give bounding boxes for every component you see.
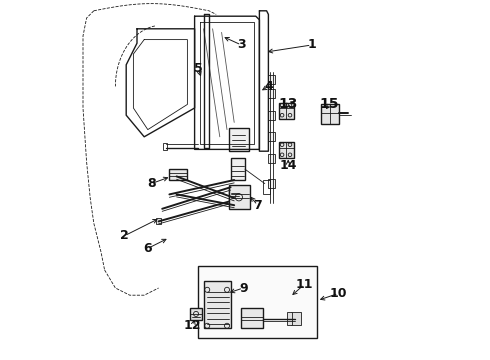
Bar <box>269 154 275 163</box>
Text: 11: 11 <box>295 278 313 291</box>
Text: 13: 13 <box>278 98 298 111</box>
Text: 8: 8 <box>147 177 156 190</box>
Bar <box>156 218 161 224</box>
Bar <box>269 132 275 141</box>
Bar <box>242 308 263 328</box>
Text: 14: 14 <box>279 159 297 172</box>
Bar <box>269 75 275 84</box>
Text: 4: 4 <box>264 80 273 93</box>
Bar <box>269 179 275 188</box>
Bar <box>198 266 317 338</box>
Bar <box>170 169 187 180</box>
Text: 6: 6 <box>144 242 152 255</box>
Bar <box>190 308 202 320</box>
Text: 15: 15 <box>320 98 340 111</box>
Text: 2: 2 <box>120 229 129 242</box>
Bar <box>229 187 240 203</box>
Text: 1: 1 <box>307 39 316 51</box>
Bar <box>229 185 250 209</box>
Text: 7: 7 <box>253 199 262 212</box>
Bar <box>269 111 275 120</box>
Text: 12: 12 <box>184 319 201 332</box>
Bar <box>279 103 294 119</box>
Text: 5: 5 <box>194 62 202 75</box>
Bar <box>163 143 167 150</box>
Bar <box>204 281 231 328</box>
Bar <box>269 89 275 98</box>
Bar <box>229 128 248 151</box>
Bar <box>263 180 270 194</box>
Text: 9: 9 <box>239 282 247 294</box>
Text: 10: 10 <box>330 287 347 300</box>
Bar <box>320 104 339 124</box>
Bar <box>279 142 294 158</box>
Text: 3: 3 <box>237 39 245 51</box>
Bar <box>288 312 292 325</box>
Bar <box>291 312 301 325</box>
Bar <box>231 158 245 180</box>
